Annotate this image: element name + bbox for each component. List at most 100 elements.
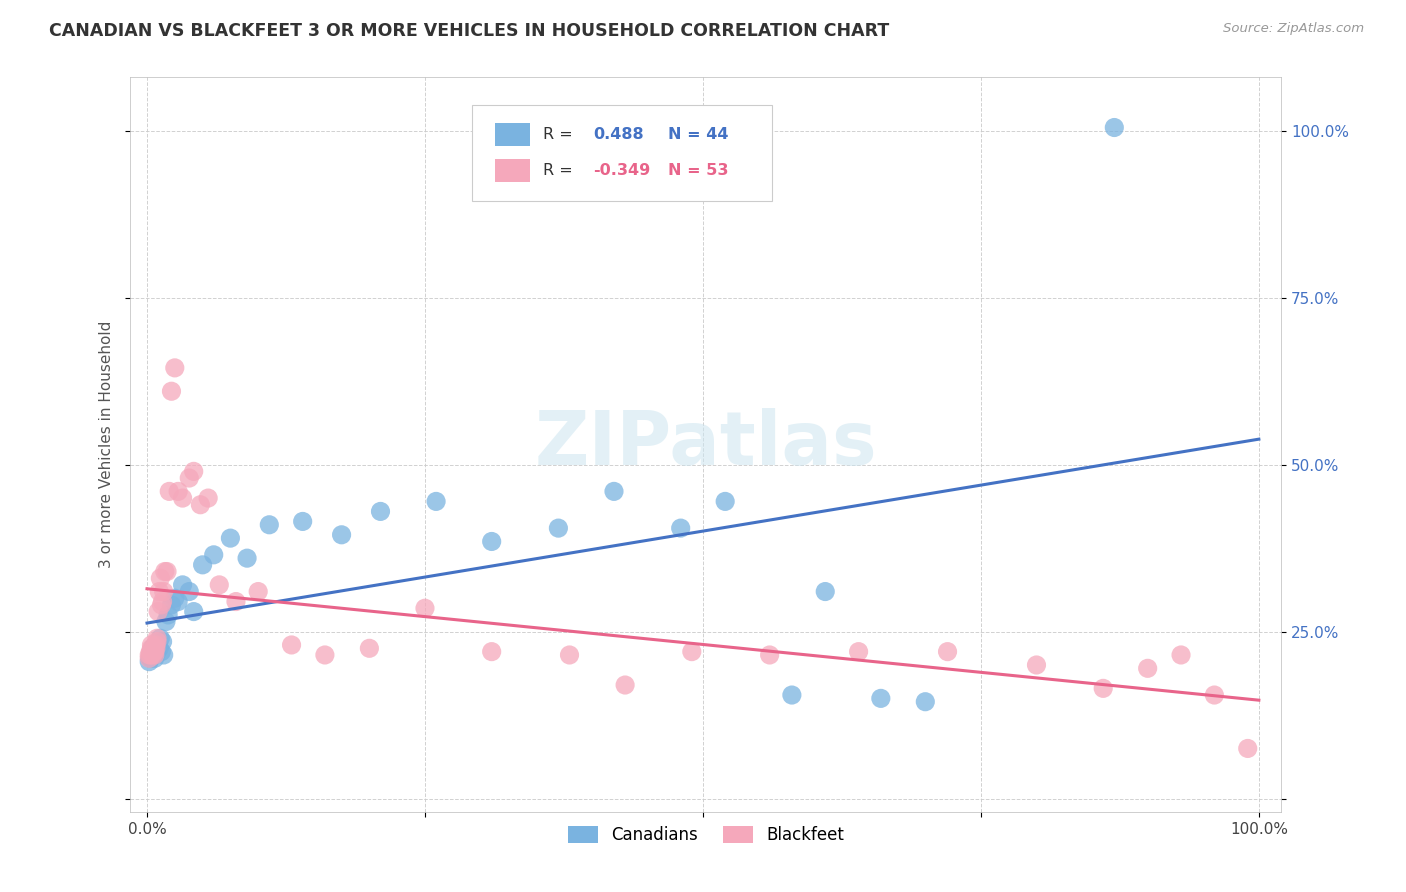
Point xyxy=(1170,648,1192,662)
Point xyxy=(150,598,173,612)
Point xyxy=(1236,741,1258,756)
Point xyxy=(160,384,183,399)
Legend: Canadians, Blackfeet: Canadians, Blackfeet xyxy=(568,826,844,844)
FancyBboxPatch shape xyxy=(495,159,530,183)
Point xyxy=(157,607,180,622)
Point xyxy=(914,695,936,709)
Point xyxy=(149,632,172,646)
Point xyxy=(208,578,231,592)
Point xyxy=(146,634,169,648)
Point xyxy=(291,515,314,529)
Point xyxy=(936,645,959,659)
Point xyxy=(142,648,165,662)
Point xyxy=(614,678,637,692)
Point xyxy=(149,571,172,585)
Point xyxy=(780,688,803,702)
Point xyxy=(197,491,219,505)
Y-axis label: 3 or more Vehicles in Household: 3 or more Vehicles in Household xyxy=(100,321,114,568)
Point xyxy=(141,648,163,662)
Point xyxy=(155,615,177,629)
Point xyxy=(314,648,336,662)
Point xyxy=(138,655,160,669)
FancyBboxPatch shape xyxy=(495,123,530,146)
Point xyxy=(413,601,436,615)
Point xyxy=(146,645,169,659)
Point xyxy=(247,584,270,599)
Point xyxy=(547,521,569,535)
Point xyxy=(179,471,201,485)
Text: 0.488: 0.488 xyxy=(593,128,644,142)
Point xyxy=(146,605,169,619)
Point xyxy=(142,645,165,659)
Point xyxy=(669,521,692,535)
Point xyxy=(163,360,186,375)
Point xyxy=(138,651,160,665)
Point xyxy=(146,638,169,652)
Point xyxy=(848,645,870,659)
Point xyxy=(370,504,392,518)
Point xyxy=(145,641,167,656)
Point xyxy=(167,594,190,608)
Point xyxy=(138,648,160,662)
Point xyxy=(202,548,225,562)
Text: N = 44: N = 44 xyxy=(668,128,728,142)
Point xyxy=(280,638,302,652)
Point xyxy=(1104,120,1126,135)
Point xyxy=(148,584,170,599)
Point xyxy=(153,565,176,579)
Point xyxy=(150,645,173,659)
Text: CANADIAN VS BLACKFEET 3 OR MORE VEHICLES IN HOUSEHOLD CORRELATION CHART: CANADIAN VS BLACKFEET 3 OR MORE VEHICLES… xyxy=(49,22,890,40)
Point xyxy=(259,517,281,532)
Point xyxy=(145,641,167,656)
Point xyxy=(163,591,186,606)
Point xyxy=(681,645,703,659)
Point xyxy=(143,645,166,659)
Text: R =: R = xyxy=(544,163,578,178)
Point xyxy=(157,484,180,499)
Point xyxy=(758,648,780,662)
Point xyxy=(152,634,174,648)
Point xyxy=(869,691,891,706)
Point xyxy=(167,484,190,499)
Point xyxy=(190,498,212,512)
Point xyxy=(143,651,166,665)
Point xyxy=(481,645,503,659)
Point xyxy=(146,632,169,646)
Point xyxy=(148,641,170,656)
Point xyxy=(481,534,503,549)
Text: Source: ZipAtlas.com: Source: ZipAtlas.com xyxy=(1223,22,1364,36)
Point xyxy=(183,605,205,619)
Point xyxy=(141,638,163,652)
Point xyxy=(156,565,179,579)
Text: -0.349: -0.349 xyxy=(593,163,650,178)
Point xyxy=(142,641,165,656)
Point xyxy=(172,578,194,592)
Point xyxy=(179,584,201,599)
Point xyxy=(152,648,174,662)
Text: ZIPatlas: ZIPatlas xyxy=(534,409,877,481)
Point xyxy=(191,558,214,572)
Point xyxy=(225,594,247,608)
Point xyxy=(141,641,163,656)
Point xyxy=(139,645,162,659)
Point xyxy=(236,551,259,566)
Point xyxy=(1025,658,1047,673)
Point xyxy=(172,491,194,505)
Text: N = 53: N = 53 xyxy=(668,163,728,178)
Point xyxy=(142,645,165,659)
Point xyxy=(1092,681,1115,696)
Point xyxy=(359,641,381,656)
Point xyxy=(152,584,174,599)
FancyBboxPatch shape xyxy=(472,104,772,201)
Point xyxy=(183,464,205,478)
Point xyxy=(219,531,242,545)
Point xyxy=(603,484,626,499)
Point xyxy=(814,584,837,599)
Point xyxy=(142,645,165,659)
Point xyxy=(142,648,165,662)
Point xyxy=(160,598,183,612)
Point xyxy=(142,648,165,662)
Point xyxy=(139,648,162,662)
Point xyxy=(152,594,174,608)
Point xyxy=(141,645,163,659)
